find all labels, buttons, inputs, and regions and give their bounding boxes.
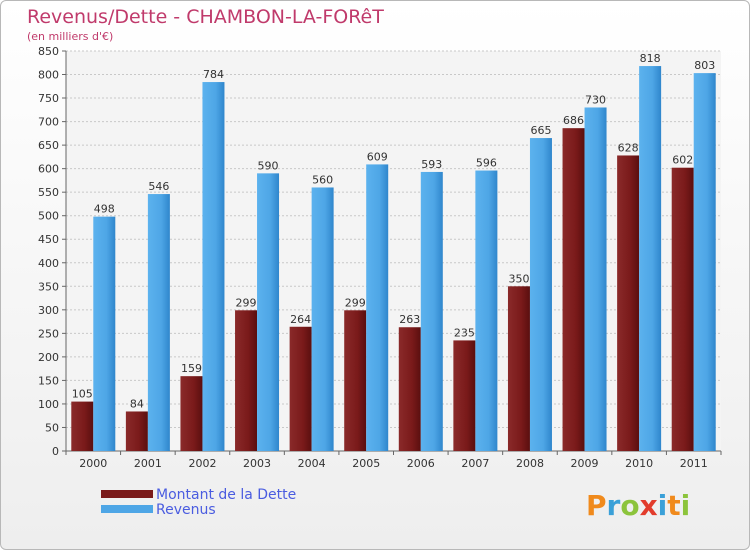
bar-label-revenus: 818 xyxy=(640,52,661,65)
bar-dette xyxy=(235,310,258,451)
x-tick-label: 2002 xyxy=(188,457,216,470)
bar-revenus xyxy=(147,194,170,451)
bar-label-revenus: 498 xyxy=(94,203,115,216)
y-tick-label: 300 xyxy=(38,304,59,317)
bar-revenus xyxy=(366,164,389,452)
x-tick-label: 2011 xyxy=(680,457,708,470)
bar-label-dette: 350 xyxy=(508,272,529,285)
x-tick-label: 2007 xyxy=(461,457,489,470)
x-tick-label: 2010 xyxy=(625,457,653,470)
bar-label-dette: 299 xyxy=(345,296,366,309)
chart-subtitle: (en milliers d'€) xyxy=(27,30,114,43)
y-tick-label: 400 xyxy=(38,257,59,270)
bar-label-dette: 159 xyxy=(181,362,202,375)
logo-letter: i xyxy=(680,489,691,522)
x-tick-label: 2009 xyxy=(571,457,599,470)
bar-revenus xyxy=(529,138,552,451)
bar-label-revenus: 803 xyxy=(694,59,715,72)
bar-label-revenus: 593 xyxy=(421,158,442,171)
bar-label-revenus: 546 xyxy=(148,180,169,193)
y-tick-label: 250 xyxy=(38,327,59,340)
y-tick-label: 100 xyxy=(38,398,59,411)
y-tick-label: 700 xyxy=(38,116,59,129)
y-tick-label: 550 xyxy=(38,186,59,199)
bar-label-dette: 264 xyxy=(290,313,311,326)
y-tick-label: 450 xyxy=(38,233,59,246)
bar-revenus xyxy=(420,171,443,452)
legend-swatch-revenus xyxy=(101,505,153,513)
bar-label-dette: 299 xyxy=(236,296,257,309)
y-tick-label: 350 xyxy=(38,280,59,293)
bar-label-revenus: 596 xyxy=(476,157,497,170)
bar-revenus xyxy=(311,187,334,451)
bar-dette xyxy=(507,286,530,451)
y-tick-label: 650 xyxy=(38,139,59,152)
bar-dette xyxy=(344,310,367,451)
bar-dette xyxy=(71,401,94,451)
bar-revenus xyxy=(257,173,280,451)
bar-label-revenus: 560 xyxy=(312,173,333,186)
logo-letter: i xyxy=(657,489,668,522)
y-tick-label: 150 xyxy=(38,374,59,387)
bar-label-revenus: 665 xyxy=(530,124,551,137)
bar-label-revenus: 590 xyxy=(258,159,279,172)
x-tick-label: 2003 xyxy=(243,457,271,470)
bar-label-revenus: 730 xyxy=(585,93,606,106)
x-tick-label: 2008 xyxy=(516,457,544,470)
bar-dette xyxy=(671,167,694,452)
x-tick-label: 2000 xyxy=(79,457,107,470)
legend-label-revenus: Revenus xyxy=(156,502,216,518)
x-tick-label: 2004 xyxy=(298,457,326,470)
legend-label-dette: Montant de la Dette xyxy=(156,487,297,503)
bar-revenus xyxy=(93,216,116,451)
bar-revenus xyxy=(584,107,607,452)
bar-revenus xyxy=(202,82,225,451)
y-tick-label: 50 xyxy=(45,421,59,434)
y-tick-label: 850 xyxy=(38,45,59,58)
legend-swatch-dette xyxy=(101,490,153,498)
bar-dette xyxy=(289,326,312,451)
bar-revenus xyxy=(639,66,662,451)
y-tick-label: 600 xyxy=(38,163,59,176)
logo-letter: x xyxy=(639,489,658,522)
plot-area xyxy=(66,51,721,451)
bar-dette xyxy=(125,411,148,451)
x-tick-label: 2005 xyxy=(352,457,380,470)
bar-label-dette: 235 xyxy=(454,326,475,339)
bar-revenus xyxy=(693,73,716,451)
bar-revenus xyxy=(475,170,498,451)
x-tick-label: 2001 xyxy=(134,457,162,470)
logo-letter: P xyxy=(586,489,607,522)
bar-dette xyxy=(398,327,421,451)
logo-letter: r xyxy=(606,489,621,522)
bar-dette xyxy=(453,340,476,451)
y-tick-label: 800 xyxy=(38,69,59,82)
bar-dette xyxy=(562,128,585,452)
logo-letter: o xyxy=(620,489,640,522)
y-tick-label: 200 xyxy=(38,351,59,364)
chart-title: Revenus/Dette - CHAMBON-LA-FORêT xyxy=(27,6,384,28)
bar-label-dette: 263 xyxy=(399,313,420,326)
proxiti-logo: Proxiti xyxy=(586,489,690,522)
bar-dette xyxy=(617,155,640,451)
bar-label-dette: 602 xyxy=(672,154,693,167)
y-tick-label: 750 xyxy=(38,92,59,105)
bar-dette xyxy=(180,376,203,451)
bar-label-dette: 686 xyxy=(563,114,584,127)
bar-label-dette: 105 xyxy=(72,388,93,401)
bar-label-revenus: 784 xyxy=(203,68,224,81)
y-tick-label: 500 xyxy=(38,210,59,223)
bar-label-dette: 628 xyxy=(618,141,639,154)
y-tick-label: 0 xyxy=(52,445,59,458)
x-tick-label: 2006 xyxy=(407,457,435,470)
bar-label-revenus: 609 xyxy=(367,150,388,163)
logo-letter: t xyxy=(667,489,681,522)
bar-label-dette: 84 xyxy=(130,397,144,410)
